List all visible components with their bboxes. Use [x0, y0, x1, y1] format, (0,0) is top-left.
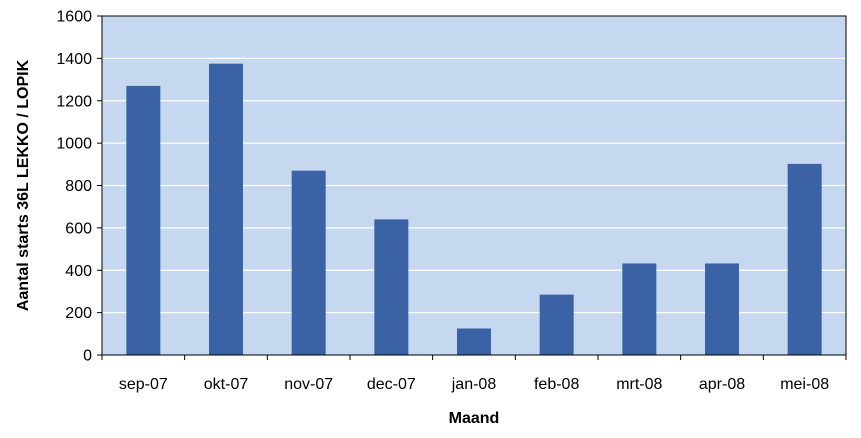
y-tick-label: 800 — [65, 178, 92, 195]
tick-labels: 0 200 400 600 800 1000 1200 1400 1600 sep-07 okt-0… — [56, 9, 829, 394]
axes — [97, 15, 847, 360]
y-tick-label: 0 — [83, 348, 92, 365]
x-tick-label: mei-08 — [780, 376, 829, 393]
bar-mei-08 — [787, 163, 822, 355]
x-tick-label: nov-07 — [284, 376, 333, 393]
bar-dec-07 — [374, 219, 409, 355]
bar-jan-08 — [457, 328, 491, 355]
y-tick-label: 1000 — [56, 136, 92, 153]
bar-apr-08 — [705, 263, 739, 355]
plot-frame — [101, 15, 847, 356]
bar-nov-07 — [291, 170, 326, 355]
x-tick-label: apr-08 — [699, 376, 745, 393]
y-tick-label: 1200 — [56, 93, 92, 110]
bar-feb-08 — [539, 294, 574, 355]
x-tick-label: dec-07 — [367, 376, 416, 393]
x-tick-label: jan-08 — [451, 376, 497, 393]
x-tick-label: feb-08 — [534, 376, 579, 393]
x-axis-title: Maand — [449, 410, 500, 427]
y-tick-label: 1400 — [56, 51, 92, 68]
bar-okt-07 — [209, 63, 243, 355]
x-tick-label: sep-07 — [119, 376, 168, 393]
x-tick-label: okt-07 — [204, 376, 249, 393]
bars — [126, 63, 822, 355]
y-tick-label: 600 — [65, 220, 92, 237]
y-tick-label: 200 — [65, 305, 92, 322]
bar-mrt-08 — [622, 263, 657, 355]
bar-sep-07 — [126, 85, 161, 355]
x-tick-label: mrt-08 — [616, 376, 662, 393]
y-axis-title: Aantal starts 36L LEKKO / LOPIK — [15, 59, 32, 311]
y-tick-label: 400 — [65, 263, 92, 280]
y-tick-label: 1600 — [56, 9, 92, 26]
